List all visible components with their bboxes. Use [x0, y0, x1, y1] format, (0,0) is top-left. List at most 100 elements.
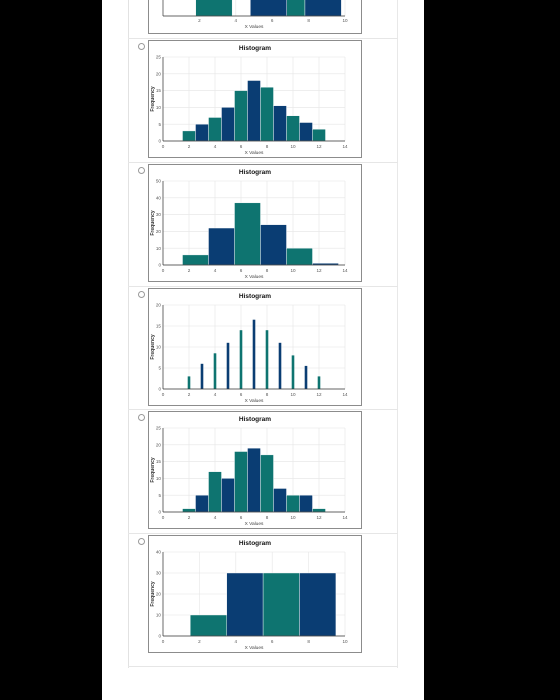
answer-radio-3[interactable] — [138, 291, 145, 298]
x-tick-label: 2 — [188, 144, 191, 149]
x-tick-label: 8 — [266, 268, 269, 273]
x-tick-label: 6 — [240, 268, 243, 273]
x-tick-label: 4 — [235, 639, 238, 644]
histogram-bar — [208, 471, 222, 513]
y-tick-label: 5 — [158, 122, 161, 127]
y-tick-label: 40 — [156, 550, 162, 555]
x-tick-label: 12 — [316, 515, 322, 520]
y-tick-label: 0 — [158, 387, 161, 392]
histogram-chart-2: Histogram 0 2 4 6 8 10 12 14 0 10 20 30 40 50 X Values F… — [150, 169, 348, 280]
y-tick-label: 20 — [156, 71, 162, 76]
x-tick-label: 2 — [188, 392, 191, 397]
histogram-bar — [312, 129, 326, 142]
histogram-option-5: Histogram 0 2 4 6 8 10 0 10 20 30 40 X Values Frequen… — [148, 535, 362, 653]
x-tick-label: 0 — [162, 392, 165, 397]
y-axis-label: Frequency — [150, 210, 156, 236]
x-tick-label: 10 — [290, 268, 296, 273]
histogram-bar — [286, 247, 313, 266]
x-axis-label: X Values — [245, 521, 264, 527]
x-tick-label: 0 — [162, 144, 165, 149]
histogram-bar — [304, 365, 308, 389]
x-tick-label: 8 — [266, 392, 269, 397]
y-tick-label: 15 — [156, 88, 162, 93]
y-axis-label: Frequency — [150, 86, 156, 112]
x-tick-label: 8 — [266, 515, 269, 520]
chart-title: Histogram — [239, 169, 271, 176]
histogram-bar — [182, 130, 196, 142]
y-axis-label: Frequency — [150, 334, 156, 360]
y-tick-label: 20 — [156, 442, 162, 447]
histogram-bar — [312, 508, 326, 513]
histogram-bar — [286, 115, 300, 142]
y-tick-label: 0 — [158, 634, 161, 639]
histogram-bar — [195, 123, 209, 142]
histogram-option-3: Histogram 0 2 4 6 8 10 12 14 0 5 10 15 20 X Values Freq… — [148, 288, 362, 406]
x-tick-label: 2 — [198, 639, 201, 644]
histogram-bar — [187, 376, 191, 389]
histogram-chart-0: 2 4 6 8 10 X Values — [162, 0, 348, 30]
x-axis-label: X Values — [245, 398, 264, 404]
x-tick-label: 10 — [290, 515, 296, 520]
histogram-bar — [247, 80, 261, 142]
x-tick-label: 8 — [307, 639, 310, 644]
histogram-bar — [208, 117, 222, 142]
histogram-bar — [252, 319, 256, 389]
y-tick-label: 5 — [158, 366, 161, 371]
histogram-bar — [299, 494, 313, 513]
histogram-bar — [195, 0, 233, 17]
y-axis-label: Frequency — [150, 581, 156, 607]
x-axis-label: X Values — [245, 274, 264, 280]
x-tick-label: 14 — [342, 392, 348, 397]
chart-title: Histogram — [239, 540, 271, 547]
y-tick-label: 0 — [158, 263, 161, 268]
histogram-bar — [221, 107, 235, 142]
histogram-bar — [190, 614, 227, 637]
y-tick-label: 0 — [158, 139, 161, 144]
y-tick-label: 20 — [156, 592, 162, 597]
y-tick-label: 10 — [156, 476, 162, 481]
histogram-bar — [260, 87, 274, 142]
answer-radio-2[interactable] — [138, 167, 145, 174]
x-tick-label: 0 — [162, 639, 165, 644]
histogram-bar — [273, 488, 287, 513]
y-axis-label: Frequency — [150, 457, 156, 483]
x-tick-label: 4 — [214, 268, 217, 273]
histogram-bar — [208, 227, 235, 266]
histogram-bar — [234, 202, 261, 266]
histogram-bar — [226, 572, 264, 637]
histogram-bar — [226, 342, 230, 389]
chart-title: Histogram — [239, 45, 271, 52]
histogram-bar — [286, 494, 300, 513]
histogram-bar — [234, 90, 248, 142]
y-tick-label: 10 — [156, 613, 162, 618]
x-tick-label: 6 — [240, 144, 243, 149]
chart-title: Histogram — [239, 293, 271, 300]
histogram-bar — [273, 105, 287, 142]
histogram-option-4: Histogram 0 2 4 6 8 10 12 14 0 5 10 15 20 25 X Values Fr… — [148, 411, 362, 529]
y-tick-label: 50 — [156, 179, 162, 184]
option-divider — [128, 409, 398, 410]
y-tick-label: 10 — [156, 345, 162, 350]
question-panel: 2 4 6 8 10 X Values Histogram 0 2 4 6 8 10 12 14 0 5 10 1… — [102, 0, 424, 700]
y-tick-label: 0 — [158, 510, 161, 515]
answer-radio-4[interactable] — [138, 414, 145, 421]
y-tick-label: 30 — [156, 212, 162, 217]
histogram-bar — [182, 254, 209, 266]
x-tick-label: 0 — [162, 515, 165, 520]
x-tick-label: 14 — [342, 144, 348, 149]
y-tick-label: 40 — [156, 195, 162, 200]
histogram-bar — [239, 330, 243, 389]
x-tick-label: 4 — [214, 392, 217, 397]
x-tick-label: 6 — [240, 392, 243, 397]
histogram-bar — [291, 355, 295, 389]
option-divider — [128, 286, 398, 287]
y-tick-label: 10 — [156, 246, 162, 251]
y-tick-label: 20 — [156, 303, 162, 308]
answer-radio-5[interactable] — [138, 538, 145, 545]
x-tick-label: 2 — [188, 515, 191, 520]
chart-title: Histogram — [239, 416, 271, 423]
histogram-chart-3: Histogram 0 2 4 6 8 10 12 14 0 5 10 15 20 X Values Freq… — [150, 293, 348, 404]
answer-radio-1[interactable] — [138, 43, 145, 50]
histogram-chart-5: Histogram 0 2 4 6 8 10 0 10 20 30 40 X Values Frequen… — [150, 540, 348, 651]
histogram-bar — [247, 447, 261, 513]
